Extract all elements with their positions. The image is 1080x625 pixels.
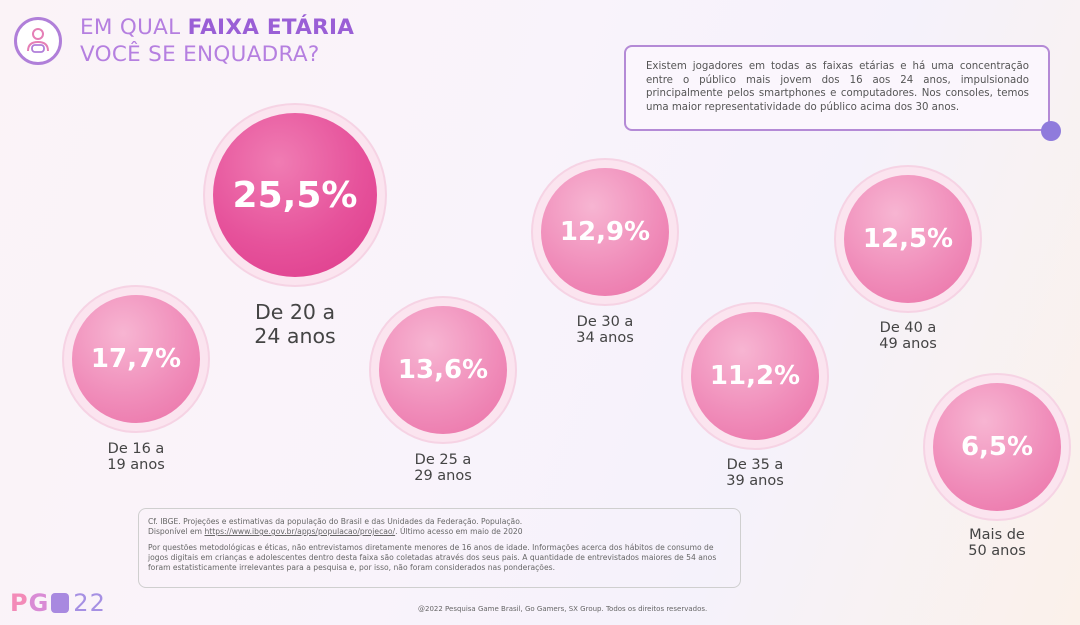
source-suffix: . Último acesso em maio de 2020 [395,527,523,536]
bubble-1: 17,7% [64,287,208,431]
bubble-value-1: 17,7% [72,295,200,423]
age-label-6: De 40 a 49 anos [879,320,937,352]
age-label-5: De 35 a 39 anos [726,457,784,489]
logo-p: P [10,589,29,617]
info-box: Existem jogadores em todas as faixas etá… [624,45,1050,131]
bubble-value-4: 12,9% [541,168,669,296]
source-prefix: Disponível em [148,527,205,536]
bubble-2: 25,5% [205,105,385,285]
age-label-4: De 30 a 34 anos [576,314,634,346]
age-label-7: Mais de 50 anos [968,527,1026,559]
logo-g: G [28,589,50,617]
logo-year: 22 [73,589,106,617]
bubble-value-5: 11,2% [691,312,819,440]
bubble-value-3: 13,6% [379,306,507,434]
bubble-4: 12,9% [533,160,677,304]
bubble-7: 6,5% [925,375,1069,519]
age-label-2: De 20 a 24 anos [254,300,336,348]
notes-box: Cf. IBGE. Projeções e estimativas da pop… [138,508,741,588]
age-label-3: De 25 a 29 anos [414,452,472,484]
bubble-3: 13,6% [371,298,515,442]
page-title: EM QUAL FAIXA ETÁRIA VOCÊ SE ENQUADRA? [80,14,354,68]
controller-icon [51,593,70,613]
copyright-footer: @2022 Pesquisa Game Brasil, Go Gamers, S… [418,605,708,613]
bubble-5: 11,2% [683,304,827,448]
pgb-logo: P G 22 [10,589,106,617]
info-dot-decoration [1041,121,1061,141]
gamer-icon [14,17,62,65]
ibge-link[interactable]: https://www.ibge.gov.br/apps/populacao/p… [204,527,396,536]
title-line2: VOCÊ SE ENQUADRA? [80,42,320,67]
bubble-6: 12,5% [836,167,980,311]
info-text: Existem jogadores em todas as faixas etá… [646,61,1029,113]
title-prefix: EM QUAL [80,15,188,40]
title-highlight: FAIXA ETÁRIA [187,15,355,40]
bubble-value-7: 6,5% [933,383,1061,511]
age-label-1: De 16 a 19 anos [107,441,165,473]
source-line1: Cf. IBGE. Projeções e estimativas da pop… [148,517,523,526]
methodology-note: Por questões metodológicas e éticas, não… [148,543,717,572]
bubble-value-6: 12,5% [844,175,972,303]
bubble-value-2: 25,5% [213,113,377,277]
